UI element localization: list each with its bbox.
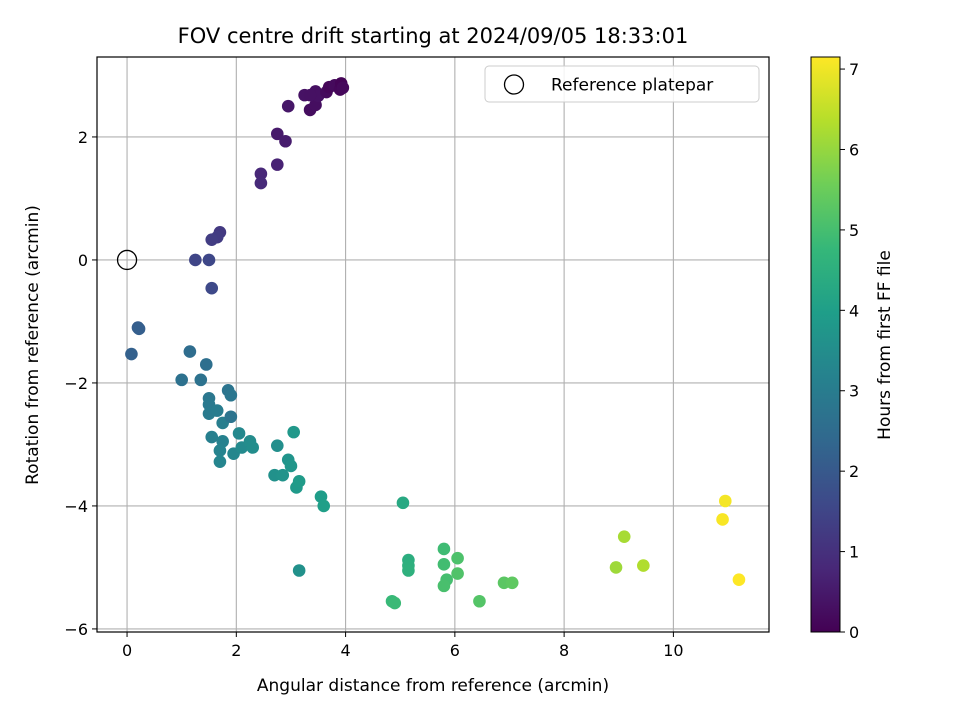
data-point	[254, 176, 268, 190]
x-axis-label: Angular distance from reference (arcmin)	[257, 676, 609, 696]
data-point	[287, 425, 300, 439]
data-points	[125, 77, 746, 610]
data-point	[437, 579, 451, 593]
grid-lines	[97, 57, 769, 632]
colorbar-tick-label: 0	[849, 623, 859, 642]
data-point	[279, 134, 292, 148]
x-tick-label: 10	[663, 641, 683, 660]
y-axis-ticks: −6 −4 −2 0 2	[64, 128, 97, 639]
y-tick-label: −6	[64, 620, 88, 639]
plot-frame	[96, 56, 770, 633]
data-point	[183, 345, 197, 358]
data-point	[388, 596, 402, 610]
data-point	[281, 99, 295, 113]
data-point	[716, 513, 729, 526]
reference-marker-layer	[116, 249, 138, 271]
colorbar-tick-label: 4	[849, 301, 859, 320]
data-point	[270, 158, 284, 171]
x-tick-label: 8	[559, 641, 569, 660]
data-point	[213, 455, 227, 468]
data-point	[270, 127, 284, 141]
data-point	[254, 167, 268, 181]
colorbar: 0 1 2 3 4 5 6 7 Hours from first FF file	[810, 56, 895, 642]
data-point	[451, 567, 464, 580]
data-point	[505, 576, 519, 590]
data-point	[270, 439, 284, 452]
x-axis-ticks: 0 2 4 6 8 10	[122, 632, 684, 660]
colorbar-tick-label: 1	[849, 543, 859, 562]
chart-title: FOV centre drift starting at 2024/09/05 …	[178, 24, 689, 48]
data-point	[473, 594, 486, 608]
x-tick-label: 0	[122, 641, 132, 660]
x-tick-label: 4	[340, 641, 350, 660]
colorbar-ticks: 0 1 2 3 4 5 6 7	[840, 60, 859, 642]
data-point	[451, 551, 464, 565]
data-point	[276, 468, 290, 482]
data-point	[210, 404, 224, 417]
data-point	[637, 559, 650, 572]
data-point	[437, 542, 451, 556]
colorbar-tick-label: 6	[849, 140, 859, 159]
data-point	[199, 358, 213, 371]
legend-box	[484, 65, 760, 103]
data-point	[402, 564, 415, 577]
data-point	[437, 558, 451, 571]
x-tick-label: 6	[450, 641, 460, 660]
data-point	[205, 430, 219, 444]
data-point	[336, 81, 350, 95]
colorbar-tick-label: 3	[849, 382, 859, 401]
data-point	[732, 573, 746, 587]
reference-platepar-marker	[116, 249, 138, 271]
y-tick-label: −2	[64, 374, 88, 393]
data-point	[202, 253, 216, 267]
colorbar-tick-label: 5	[849, 221, 859, 240]
x-tick-label: 2	[231, 641, 241, 660]
data-point	[175, 373, 188, 387]
legend: Reference platepar	[484, 65, 760, 103]
data-point	[292, 475, 306, 488]
data-point	[194, 373, 208, 387]
y-tick-label: 0	[78, 251, 88, 270]
colorbar-tick-label: 2	[849, 462, 859, 481]
data-point	[205, 281, 219, 295]
data-point	[317, 499, 331, 513]
colorbar-label: Hours from first FF file	[875, 250, 895, 440]
data-point	[246, 441, 260, 454]
data-point	[224, 388, 238, 402]
legend-label: Reference platepar	[551, 76, 713, 96]
data-point	[213, 444, 227, 457]
data-point	[303, 88, 317, 102]
data-point	[125, 347, 138, 361]
data-point	[617, 530, 631, 543]
y-axis-label: Rotation from reference (arcmin)	[23, 205, 43, 485]
data-point	[396, 496, 410, 510]
data-point	[224, 410, 238, 424]
data-point	[132, 322, 146, 336]
data-point	[609, 561, 623, 574]
data-point	[292, 564, 306, 577]
colorbar-tick-label: 7	[849, 60, 859, 79]
y-tick-label: −4	[64, 497, 88, 516]
data-point	[189, 253, 202, 267]
y-tick-label: 2	[78, 128, 88, 147]
legend-open-circle-marker	[503, 74, 525, 95]
data-point	[718, 494, 732, 508]
data-point	[232, 427, 246, 440]
data-point	[205, 233, 219, 246]
data-point	[284, 459, 298, 473]
colorbar-gradient	[810, 56, 841, 633]
